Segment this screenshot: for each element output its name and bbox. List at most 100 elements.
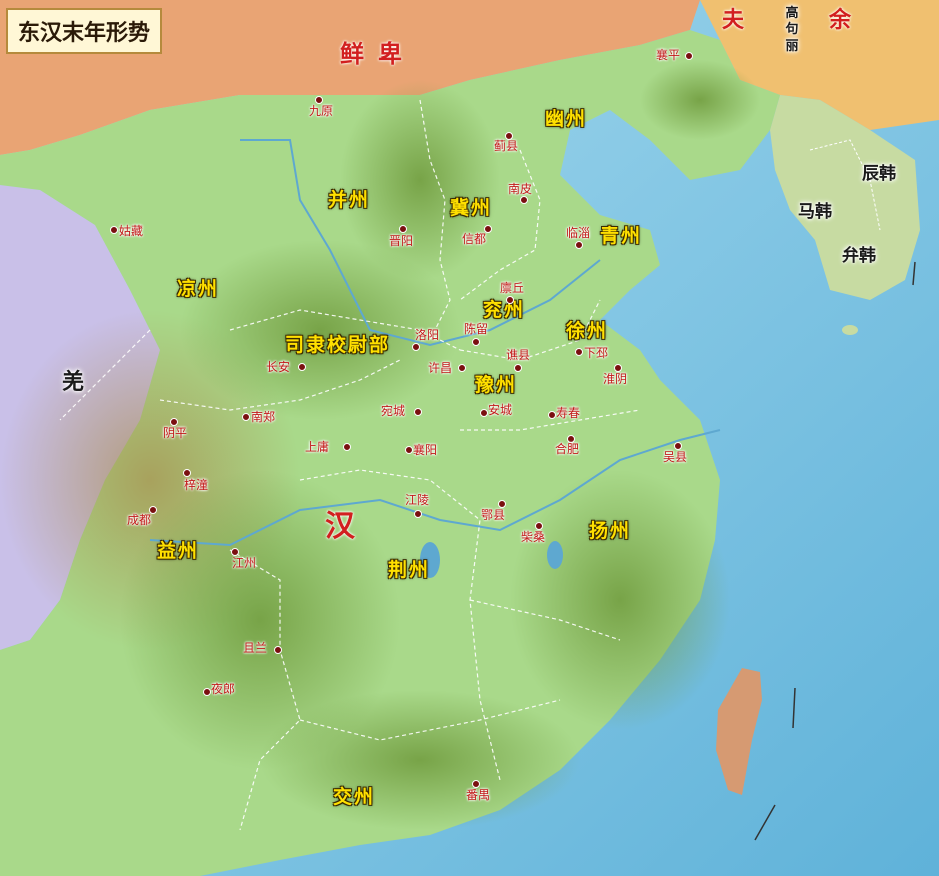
city-chaisang: 柴桑 xyxy=(521,530,546,544)
han-empire-label: 汉 xyxy=(325,509,355,544)
korea-peninsula xyxy=(770,95,920,300)
city-dot xyxy=(170,418,178,426)
city-ancheng: 安城 xyxy=(488,403,513,417)
xianbei-label: 鲜卑 xyxy=(340,40,416,68)
fuyu-label-1: 夫 xyxy=(722,8,745,33)
province-yizhou: 益州 xyxy=(157,540,200,562)
city-panyu: 番禺 xyxy=(466,788,491,802)
city-dot xyxy=(274,646,282,654)
city-dot xyxy=(498,500,506,508)
city-dot xyxy=(472,338,480,346)
province-sili: 司隶校尉部 xyxy=(285,334,391,356)
city-dot xyxy=(242,413,250,421)
city-wancheng: 宛城 xyxy=(381,404,406,418)
city-dot xyxy=(506,296,514,304)
city-wuxian: 吴县 xyxy=(663,450,688,464)
yangtze-river xyxy=(149,429,721,547)
city-nanpi: 南皮 xyxy=(508,182,533,196)
city-chengdu: 成都 xyxy=(127,513,152,527)
city-hefei: 合肥 xyxy=(555,442,580,456)
city-yinping: 阴平 xyxy=(163,426,188,440)
city-dot xyxy=(535,522,543,530)
province-yangzhou: 扬州 xyxy=(589,520,632,542)
city-luoyang: 洛阳 xyxy=(415,328,440,342)
city-dot xyxy=(458,364,466,372)
province-youzhou: 幽州 xyxy=(545,108,588,130)
xianbei-territory xyxy=(0,0,700,155)
province-bingzhou: 并州 xyxy=(328,189,371,211)
city-dot xyxy=(484,225,492,233)
city-dot xyxy=(315,96,323,104)
city-dot xyxy=(575,348,583,356)
city-jiuyuan: 九原 xyxy=(309,104,334,118)
fuyu-label-2: 余 xyxy=(829,8,852,33)
city-dot xyxy=(514,364,522,372)
city-dot xyxy=(520,196,528,204)
city-jinyang: 晋阳 xyxy=(389,234,414,248)
city-dot xyxy=(343,443,351,451)
city-dot xyxy=(567,435,575,443)
province-qingzhou: 青州 xyxy=(600,225,643,247)
city-dot xyxy=(614,364,622,372)
city-dot xyxy=(231,548,239,556)
city-dot xyxy=(505,132,513,140)
taiwan-island xyxy=(716,668,762,795)
city-nanzheng: 南郑 xyxy=(251,410,276,424)
city-xindu: 信都 xyxy=(462,232,487,246)
city-shouchun: 寿春 xyxy=(556,406,581,420)
city-xiapi: 下邳 xyxy=(584,346,609,360)
province-jiaozhou: 交州 xyxy=(333,786,376,808)
city-jiangling: 江陵 xyxy=(405,493,430,507)
city-dot xyxy=(183,469,191,477)
city-jixian: 蓟县 xyxy=(494,139,519,153)
city-dot xyxy=(480,409,488,417)
city-dot xyxy=(685,52,693,60)
city-xuchang: 许昌 xyxy=(428,361,453,375)
city-exian: 鄂县 xyxy=(481,508,506,522)
city-dot xyxy=(399,225,407,233)
city-xiangping: 襄平 xyxy=(656,48,681,62)
fuyu-territory xyxy=(700,0,939,130)
city-guzang: 姑藏 xyxy=(119,224,144,238)
city-linzi: 临淄 xyxy=(566,226,591,240)
mahan-label: 马韩 xyxy=(798,202,832,222)
city-dot xyxy=(414,408,422,416)
city-zitong: 梓潼 xyxy=(184,478,209,492)
city-xiangyang: 襄阳 xyxy=(413,443,438,457)
province-boundaries xyxy=(59,99,641,831)
city-dot xyxy=(575,241,583,249)
city-chenliu: 陈留 xyxy=(464,322,489,336)
city-changan: 长安 xyxy=(266,360,291,374)
chenhan-label: 辰韩 xyxy=(862,164,896,184)
city-shangyong: 上庸 xyxy=(305,440,330,454)
bianhan-label: 弁韩 xyxy=(842,246,876,266)
city-linqiu: 廪丘 xyxy=(500,281,525,295)
city-dot xyxy=(548,411,556,419)
map-title: 东汉末年形势 xyxy=(6,8,163,54)
qiang-label: 羌 xyxy=(62,370,85,395)
province-yanzhou: 兖州 xyxy=(483,299,526,321)
province-yuzhou: 豫州 xyxy=(475,374,518,396)
city-dot xyxy=(110,226,118,234)
city-qiaoxian: 谯县 xyxy=(506,348,531,362)
city-dot xyxy=(203,688,211,696)
city-dot xyxy=(149,506,157,514)
city-dot xyxy=(412,343,420,351)
province-jingzhou: 荆州 xyxy=(388,559,431,581)
province-liangzhou: 凉州 xyxy=(177,278,220,300)
city-jiangzhou: 江州 xyxy=(232,556,257,570)
city-dot xyxy=(674,442,682,450)
city-julan: 且兰 xyxy=(243,641,268,655)
city-dot xyxy=(414,510,422,518)
yellow-river xyxy=(240,139,601,347)
city-dot xyxy=(298,363,306,371)
city-huaiyin: 淮阴 xyxy=(603,372,628,386)
city-dot xyxy=(405,446,413,454)
province-xuzhou: 徐州 xyxy=(566,320,609,342)
province-jizhou: 冀州 xyxy=(450,197,493,219)
city-yelang: 夜郎 xyxy=(211,682,236,696)
gaogouli-label: 高 句 丽 xyxy=(785,6,799,54)
city-dot xyxy=(472,780,480,788)
